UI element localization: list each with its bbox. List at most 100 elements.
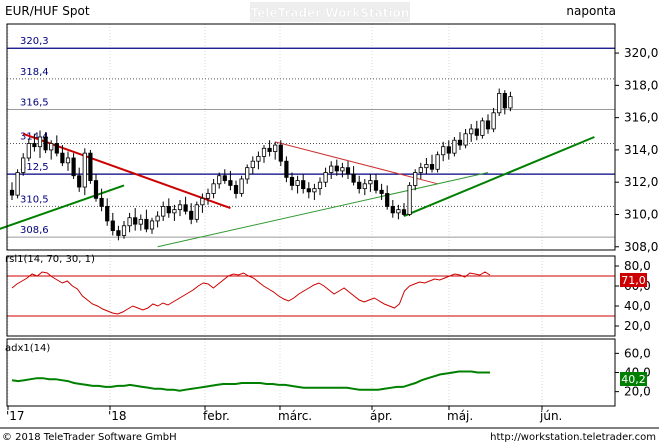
- candle-body: [133, 217, 138, 225]
- candle-body: [161, 206, 166, 217]
- adx-value-badge: [620, 372, 647, 386]
- level-label: 318,4: [20, 67, 49, 78]
- candle-body: [138, 218, 143, 225]
- candle-body: [284, 160, 289, 178]
- candle-body: [194, 204, 199, 220]
- candle-body: [474, 128, 479, 136]
- candle-body: [278, 144, 283, 162]
- y-tick-label: 316,0: [624, 111, 658, 125]
- candle-body: [93, 180, 99, 199]
- panel-frame: [6, 23, 616, 251]
- candle-body: [424, 164, 429, 169]
- candle-body: [317, 181, 323, 190]
- candle-body: [149, 220, 155, 230]
- candle-body: [32, 143, 37, 148]
- candle-body: [116, 230, 121, 236]
- candle-body: [261, 147, 267, 157]
- y-tick-label: 314,0: [624, 143, 658, 157]
- rsi-value-badge: [620, 273, 647, 287]
- candle-body: [289, 176, 295, 186]
- candle-body: [379, 189, 384, 194]
- period-label: naponta: [566, 4, 616, 18]
- candle-body: [21, 157, 26, 173]
- candle-body: [301, 180, 306, 190]
- candle-body: [256, 155, 261, 162]
- level-label: 310,5: [20, 194, 49, 205]
- candle-body: [485, 120, 491, 130]
- candle-body: [15, 172, 20, 196]
- candle-body: [351, 173, 356, 183]
- grid-layer: [7, 24, 543, 406]
- candle-body: [418, 167, 423, 173]
- y-tick-label: 320,0: [624, 46, 658, 60]
- rsi-y-tick-label: 40,0: [624, 299, 651, 313]
- candle-body: [49, 143, 54, 151]
- candle-body: [9, 189, 15, 196]
- candle-body: [250, 160, 255, 169]
- candles-layer: [9, 88, 513, 241]
- indicators-layer: [7, 271, 615, 392]
- y-tick-label: 318,0: [624, 78, 658, 92]
- candle-body: [312, 188, 317, 193]
- watermark: TeleTrader WorkStation: [251, 6, 410, 20]
- candle-body: [334, 165, 339, 172]
- candle-body: [396, 209, 401, 214]
- panel-frame: [6, 255, 616, 337]
- candle-body: [429, 164, 435, 170]
- candle-body: [452, 139, 457, 154]
- candle-body: [273, 144, 278, 152]
- candle-body: [71, 157, 76, 177]
- candle-body: [217, 175, 222, 185]
- candle-body: [245, 167, 250, 180]
- candle-body: [469, 128, 474, 135]
- candle-body: [65, 157, 71, 164]
- candle-body: [239, 178, 244, 194]
- rsi-y-tick-label: 20,0: [624, 319, 651, 333]
- panel-frame: [6, 338, 616, 407]
- x-tick-label: ápr.: [370, 409, 393, 423]
- candle-body: [82, 152, 87, 188]
- candle-body: [60, 152, 65, 164]
- candle-body: [373, 180, 379, 191]
- candle-body: [441, 146, 446, 156]
- candle-body: [329, 165, 334, 173]
- candle-body: [155, 215, 160, 222]
- candle-body: [54, 143, 59, 154]
- candle-body: [110, 220, 115, 232]
- candle-body: [211, 183, 216, 194]
- candle-body: [189, 210, 194, 220]
- candle-body: [357, 181, 362, 190]
- adx-y-tick-label: 20,0: [624, 385, 651, 399]
- candle-body: [480, 120, 485, 136]
- candle-body: [37, 136, 43, 148]
- candle-body: [390, 206, 395, 214]
- rsi-value-label: 71,0: [621, 274, 646, 287]
- adx-value-label: 40,2: [621, 373, 646, 386]
- x-tick-label: jún.: [539, 409, 562, 423]
- candle-body: [345, 167, 351, 175]
- candle-body: [43, 136, 48, 151]
- candle-body: [172, 209, 177, 214]
- candle-body: [183, 204, 188, 212]
- adx-series-line: [11, 370, 490, 392]
- x-tick-label: márc.: [278, 409, 312, 423]
- candle-body: [407, 185, 412, 215]
- candle-body: [99, 197, 104, 207]
- x-tick-label: '17: [6, 409, 25, 423]
- x-tick-label: máj.: [447, 409, 473, 423]
- candle-body: [222, 175, 227, 181]
- candle-body: [200, 197, 205, 206]
- adx-y-tick-label: 60,0: [624, 346, 651, 360]
- y-tick-label: 310,0: [624, 207, 658, 221]
- y-tick-label: 312,0: [624, 175, 658, 189]
- candle-body: [362, 183, 367, 190]
- candle-body: [144, 218, 149, 230]
- trendline: [403, 136, 595, 218]
- candle-body: [121, 225, 127, 236]
- copyright: © 2018 TeleTrader Software GmbH: [2, 432, 177, 443]
- candle-body: [127, 217, 132, 227]
- candle-body: [306, 188, 311, 193]
- candle-body: [323, 172, 328, 183]
- adx-label: adx1(14): [5, 343, 50, 354]
- candle-body: [463, 133, 468, 146]
